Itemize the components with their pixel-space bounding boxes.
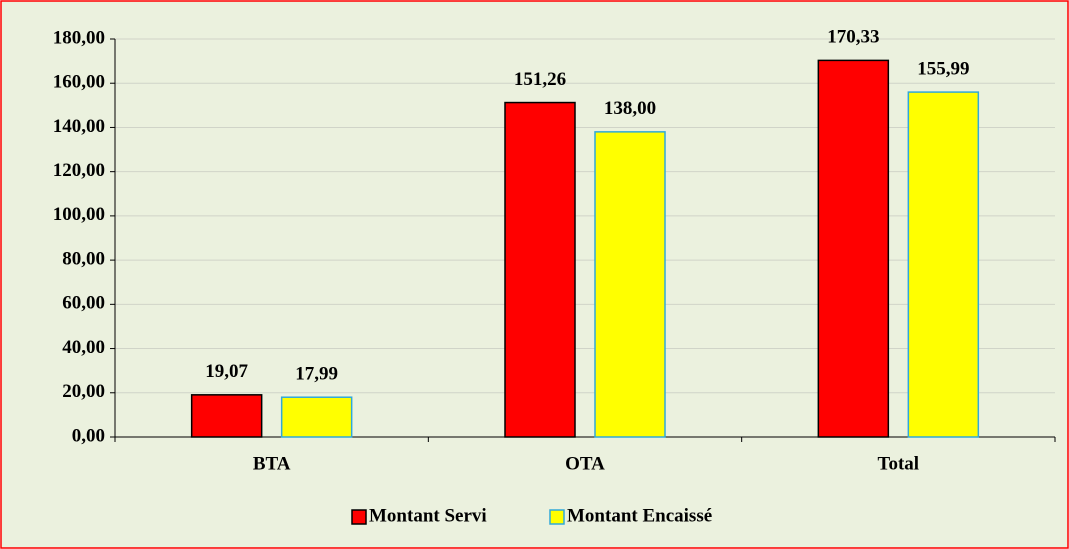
bar: [594, 131, 666, 438]
x-tick-label: BTA: [253, 453, 291, 474]
bar: [817, 59, 890, 438]
y-tick-label: 140,00: [53, 116, 105, 137]
legend-label: Montant Servi: [369, 505, 487, 526]
y-tick-label: 120,00: [53, 160, 105, 181]
data-label: 170,33: [827, 27, 879, 48]
x-tick-label: OTA: [565, 453, 605, 474]
y-tick-label: 20,00: [62, 381, 105, 402]
legend-swatch: [351, 509, 367, 525]
legend-label: Montant Encaissé: [567, 505, 712, 526]
y-tick-label: 100,00: [53, 204, 105, 225]
bar: [280, 396, 353, 438]
legend-swatch: [549, 509, 565, 525]
bar: [190, 394, 263, 438]
x-tick-label: Total: [878, 453, 920, 474]
y-tick-label: 180,00: [53, 27, 105, 48]
y-tick-label: 40,00: [62, 337, 105, 358]
y-tick-label: 160,00: [53, 72, 105, 93]
y-tick-label: 80,00: [62, 248, 105, 269]
data-label: 155,99: [917, 58, 969, 79]
data-label: 151,26: [514, 69, 566, 90]
data-label: 19,07: [205, 361, 248, 382]
data-label: 17,99: [295, 364, 338, 385]
y-tick-label: 0,00: [72, 425, 105, 446]
data-label: 138,00: [604, 98, 656, 119]
y-tick-label: 60,00: [62, 293, 105, 314]
bar: [504, 101, 576, 438]
bar: [907, 91, 980, 438]
